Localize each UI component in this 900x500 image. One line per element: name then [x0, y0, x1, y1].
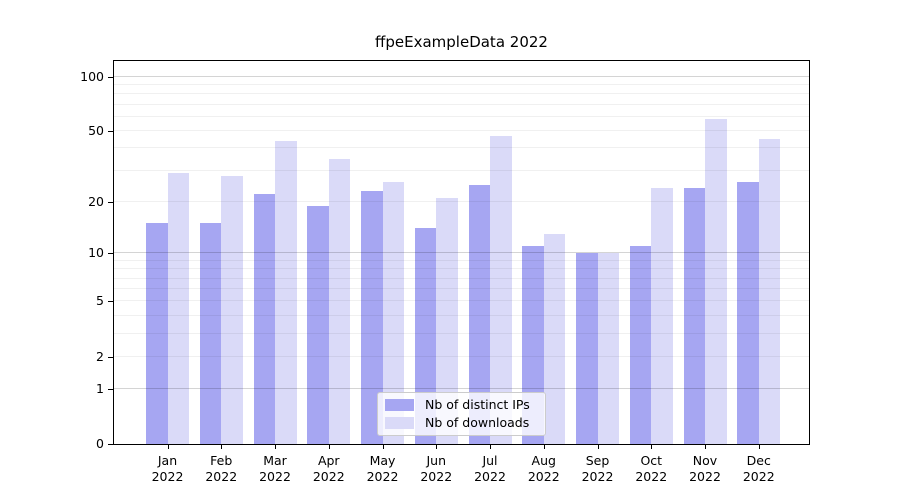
- gridline-minor-4: [114, 314, 809, 316]
- x-tick-label-may: May 2022: [366, 453, 399, 484]
- y-tick-mark-50: [108, 131, 113, 133]
- plot-area: [113, 60, 810, 445]
- gridline-major-1: [114, 387, 809, 389]
- y-tick-mark-10: [108, 253, 113, 255]
- y-tick-label-5: 5: [96, 293, 104, 309]
- bar-nb-of-distinct-ips-sep: [576, 253, 598, 444]
- bar-nb-of-downloads-apr: [328, 158, 351, 444]
- y-tick-label-2: 2: [96, 348, 104, 364]
- y-tick-mark-2: [108, 356, 113, 358]
- gridline-minor-60: [114, 115, 809, 117]
- gridline-minor-80: [114, 93, 809, 95]
- x-tick-mark-nov: [705, 445, 706, 449]
- bar-nb-of-distinct-ips-jul: [468, 184, 490, 444]
- x-tick-label-dec: Dec 2022: [742, 453, 775, 484]
- gridlines-layer: [114, 61, 809, 444]
- bar-nb-of-distinct-ips-may: [361, 191, 383, 444]
- x-tick-mark-mar: [275, 445, 276, 449]
- y-tick-label-20: 20: [88, 193, 104, 209]
- legend-row-nb-of-distinct-ips: Nb of distinct IPs: [385, 397, 536, 413]
- legend-label: Nb of downloads: [425, 414, 530, 430]
- legend-row-nb-of-downloads: Nb of downloads: [385, 414, 536, 431]
- bar-nb-of-downloads-jul: [490, 135, 512, 444]
- bar-nb-of-downloads-may: [382, 181, 404, 444]
- y-tick-mark-20: [108, 201, 113, 203]
- bar-nb-of-distinct-ips-feb: [199, 223, 222, 444]
- y-tick-label-50: 50: [88, 123, 104, 139]
- gridline-minor-90: [114, 83, 809, 85]
- x-tick-label-oct: Oct 2022: [635, 453, 668, 484]
- bar-nb-of-downloads-jan: [167, 173, 189, 444]
- y-tick-mark-100: [108, 76, 113, 78]
- y-axis: 0 1 2 5 10 20 50 100: [0, 60, 113, 451]
- gridline-minor-5: [114, 300, 809, 302]
- bar-nb-of-downloads-mar: [275, 141, 297, 444]
- y-tick-label-1: 1: [96, 380, 104, 396]
- bar-nb-of-distinct-ips-nov: [683, 187, 705, 444]
- x-tick-mark-apr: [328, 445, 330, 449]
- legend-swatch-icon: [385, 399, 414, 412]
- gridline-minor-7: [114, 277, 809, 279]
- gridline-minor-2: [114, 355, 809, 357]
- y-tick-label-10: 10: [88, 245, 104, 261]
- x-tick-mark-may: [382, 445, 384, 449]
- gridline-minor-9: [114, 259, 809, 261]
- x-tick-label-sep: Sep 2022: [581, 453, 614, 484]
- x-tick-label-aug: Aug 2022: [527, 453, 560, 484]
- legend-label: Nb of distinct IPs: [425, 397, 530, 412]
- gridline-minor-6: [114, 288, 809, 290]
- gridline-minor-20: [114, 200, 809, 202]
- x-tick-label-jun: Jun 2022: [420, 453, 453, 484]
- y-tick-mark-0: [108, 444, 113, 445]
- bar-nb-of-downloads-sep: [597, 253, 619, 444]
- gridline-minor-40: [114, 147, 809, 149]
- x-tick-mark-dec: [758, 445, 760, 449]
- x-tick-mark-sep: [597, 445, 599, 449]
- bar-nb-of-distinct-ips-jun: [414, 228, 437, 444]
- x-tick-mark-aug: [543, 445, 545, 449]
- x-tick-label-apr: Apr 2022: [312, 453, 345, 484]
- gridline-major-10: [114, 252, 809, 254]
- x-tick-mark-jan: [167, 445, 169, 449]
- y-tick-mark-5: [108, 301, 113, 303]
- bar-nb-of-distinct-ips-oct: [629, 246, 652, 444]
- x-tick-label-jul: Jul 2022: [474, 453, 506, 484]
- bar-nb-of-distinct-ips-jan: [146, 223, 168, 444]
- bar-nb-of-downloads-jun: [436, 198, 458, 444]
- legend: Nb of distinct IPs Nb of downloads: [377, 392, 546, 436]
- legend-swatch-icon: [385, 416, 414, 429]
- x-tick-mark-oct: [651, 445, 653, 449]
- x-tick-mark-jul: [490, 445, 491, 449]
- bar-nb-of-downloads-dec: [758, 139, 781, 444]
- bar-nb-of-distinct-ips-mar: [253, 194, 275, 444]
- gridline-major-100: [114, 75, 809, 77]
- x-axis: Jan 2022 Feb 2022 Mar 2022 Apr 2022 May 2022…: [113, 445, 810, 500]
- bar-nb-of-distinct-ips-dec: [737, 181, 759, 444]
- x-tick-mark-feb: [221, 445, 223, 449]
- gridline-minor-50: [114, 130, 809, 132]
- y-tick-mark-1: [108, 388, 113, 390]
- x-tick-mark-jun: [436, 445, 438, 449]
- gridline-minor-3: [114, 332, 809, 334]
- chart-title: ffpeExampleData 2022: [375, 33, 548, 51]
- x-tick-label-mar: Mar 2022: [259, 453, 291, 484]
- bar-nb-of-distinct-ips-apr: [307, 205, 329, 444]
- gridline-minor-30: [114, 169, 809, 171]
- gridline-minor-70: [114, 103, 809, 105]
- y-tick-label-100: 100: [80, 68, 104, 84]
- bar-nb-of-downloads-aug: [543, 233, 566, 444]
- y-tick-label-0: 0: [96, 436, 104, 451]
- gridline-minor-8: [114, 268, 809, 270]
- x-tick-label-jan: Jan 2022: [151, 453, 184, 484]
- bar-nb-of-downloads-nov: [705, 119, 727, 444]
- x-tick-label-feb: Feb 2022: [205, 453, 238, 484]
- x-tick-label-nov: Nov 2022: [689, 453, 721, 484]
- bar-nb-of-downloads-oct: [651, 187, 673, 444]
- bar-nb-of-downloads-feb: [221, 176, 243, 444]
